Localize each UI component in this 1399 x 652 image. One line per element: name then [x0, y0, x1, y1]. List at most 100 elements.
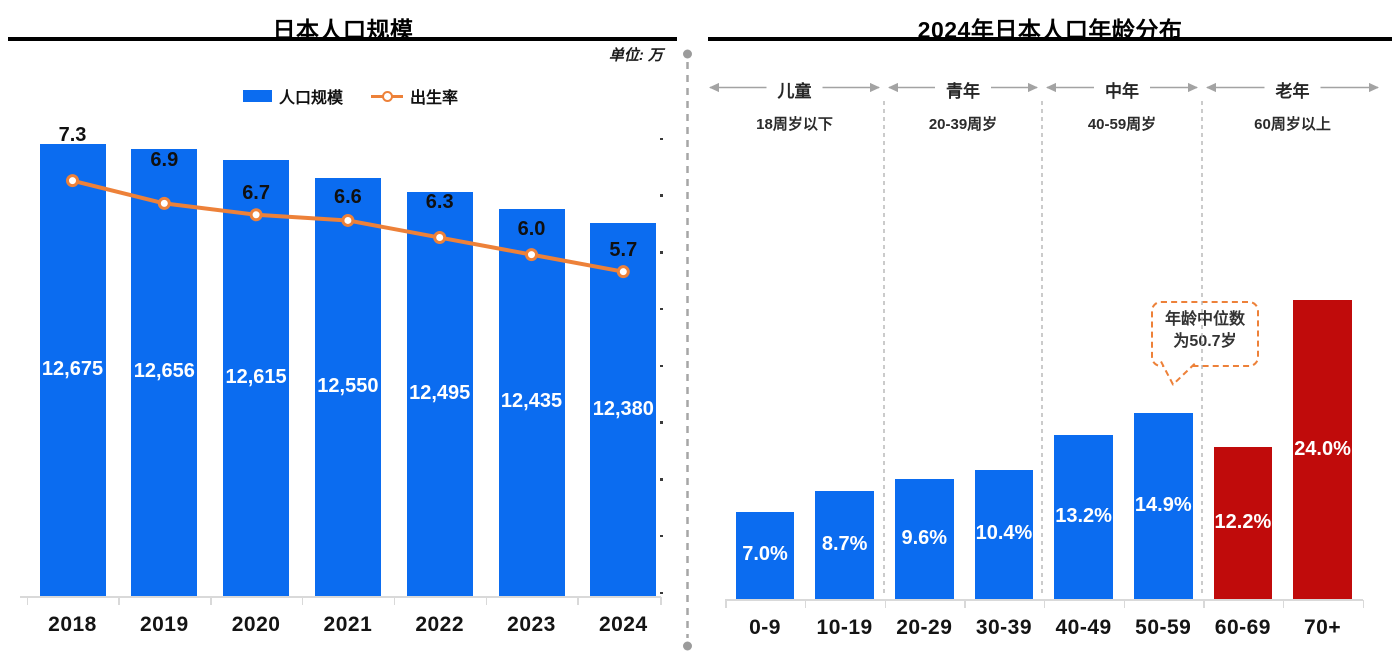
left-x-label-2021: 2021	[323, 613, 373, 636]
group-arrow-left-head-icon	[1046, 82, 1056, 93]
left-axis-tick	[577, 597, 579, 605]
age-bar-40-49	[1054, 434, 1113, 599]
age-percent-label: 13.2%	[1055, 504, 1112, 527]
left-axis-tick	[660, 597, 662, 605]
right-x-label-60-69: 60-69	[1214, 616, 1271, 639]
birth-rate-label: 7.3	[58, 123, 87, 146]
group-arrow-right-head-icon	[870, 82, 880, 93]
left-secondary-axis-tickdot	[659, 307, 663, 311]
group-arrow-left-head-icon	[709, 82, 719, 93]
left-axis-tick	[210, 597, 212, 605]
birth-rate-label: 5.7	[609, 238, 638, 261]
age-group-range-2: 20-39周岁	[928, 116, 998, 133]
left-x-label-2020: 2020	[231, 613, 281, 636]
age-percent-label: 12.2%	[1214, 511, 1272, 534]
population-value-label: 12,675	[41, 357, 104, 380]
age-group-range-3: 40-59周岁	[1087, 116, 1157, 133]
left-chart-legend: 人口规模 出生率	[243, 84, 458, 108]
age-percent-label: 10.4%	[975, 522, 1033, 545]
age-bar-20-29	[895, 479, 954, 599]
age-bar-10-19	[815, 490, 874, 599]
right-x-label-10-19: 10-19	[816, 616, 873, 639]
birth-rate-label: 6.0	[517, 217, 546, 240]
left-secondary-axis-tickdot	[659, 478, 663, 481]
group-arrow-right-head-icon	[1369, 82, 1379, 93]
population-value-label: 12,656	[133, 360, 195, 383]
left-secondary-axis-tickdot	[659, 364, 663, 368]
birth-rate-label: 6.7	[242, 181, 270, 204]
age-percent-label: 14.9%	[1134, 494, 1192, 517]
birth-rate-label: 6.6	[333, 186, 362, 209]
group-arrow-right-head-icon	[1188, 82, 1198, 93]
right-axis-tick	[725, 600, 727, 608]
population-value-label: 12,550	[317, 374, 379, 397]
group-arrow-left-head-icon	[1206, 82, 1216, 93]
age-group-range-1: 18周岁以下	[756, 116, 833, 133]
left-axis-tick	[26, 597, 28, 605]
right-axis-tick	[804, 600, 807, 608]
right-x-label-30-39: 30-39	[975, 616, 1033, 639]
age-group-range-4: 60周岁以上	[1254, 116, 1331, 133]
left-axis-tick	[485, 597, 487, 605]
left-title-underline	[8, 37, 677, 41]
population-value-label: 12,495	[409, 382, 471, 405]
median-age-callout: 年龄中位数 为50.7岁	[1151, 301, 1259, 367]
left-axis-tick	[118, 597, 120, 605]
population-bar-2024	[590, 223, 657, 596]
age-group-label-2: 青年	[946, 82, 980, 101]
right-axis-tick	[1043, 600, 1046, 608]
legend-line-label: 出生率	[410, 90, 459, 107]
right-x-label-70+: 70+	[1303, 616, 1342, 639]
right-axis-tick	[884, 600, 887, 608]
legend-bar-swatch-icon	[243, 90, 272, 102]
left-x-label-2024: 2024	[598, 613, 648, 636]
birth-rate-label: 6.9	[150, 149, 179, 172]
population-value-label: 12,380	[592, 397, 654, 420]
age-bar-60-69	[1213, 447, 1273, 599]
left-x-axis	[20, 596, 661, 598]
right-axis-tick	[1282, 600, 1285, 608]
age-group-label-3: 中年	[1105, 82, 1139, 101]
left-secondary-axis-tickdot	[659, 137, 663, 141]
right-axis-tick	[1203, 600, 1205, 608]
left-secondary-axis-tickdot	[659, 591, 663, 595]
age-group-label-4: 老年	[1275, 82, 1310, 101]
left-secondary-axis-tickdot	[659, 194, 663, 197]
left-secondary-axis-tickdot	[659, 421, 663, 424]
left-unit-label: 单位: 万	[608, 47, 663, 64]
age-bar-50-59	[1133, 413, 1193, 599]
right-x-label-40-49: 40-49	[1055, 616, 1112, 639]
left-axis-tick	[393, 597, 396, 605]
legend-line-marker-icon	[371, 91, 404, 102]
left-x-label-2022: 2022	[415, 613, 465, 636]
left-secondary-axis-tickdot	[659, 251, 663, 254]
left-x-label-2023: 2023	[507, 613, 556, 636]
legend-bar-label: 人口规模	[279, 90, 344, 107]
age-percent-label: 24.0%	[1294, 437, 1351, 460]
age-group-label-1: 儿童	[777, 82, 812, 101]
age-bar-30-39	[974, 469, 1034, 599]
birth-rate-label: 6.3	[425, 190, 454, 213]
median-age-callout-line2: 为50.7岁	[1173, 333, 1237, 350]
population-value-label: 12,435	[500, 390, 563, 413]
right-axis-tick	[1362, 600, 1364, 608]
group-arrow-right-head-icon	[1028, 82, 1038, 93]
age-bar-0-9	[735, 511, 795, 599]
left-x-label-2019: 2019	[139, 613, 189, 636]
right-axis-tick	[964, 600, 966, 608]
left-axis-tick	[301, 597, 304, 605]
age-bar-70+	[1293, 300, 1352, 599]
age-percent-label: 7.0%	[742, 543, 788, 566]
right-x-label-50-59: 50-59	[1135, 616, 1192, 639]
right-axis-tick	[1123, 600, 1126, 608]
right-x-label-20-29: 20-29	[896, 616, 953, 639]
right-title-underline	[708, 37, 1392, 41]
right-x-label-0-9: 0-9	[749, 616, 781, 639]
age-percent-label: 8.7%	[821, 532, 868, 555]
population-value-label: 12,615	[225, 365, 287, 388]
median-age-callout-line1: 年龄中位数	[1164, 311, 1245, 328]
left-x-label-2018: 2018	[48, 613, 97, 636]
panel-divider-top-dot	[683, 49, 692, 59]
left-secondary-axis-tickdot	[659, 534, 663, 538]
